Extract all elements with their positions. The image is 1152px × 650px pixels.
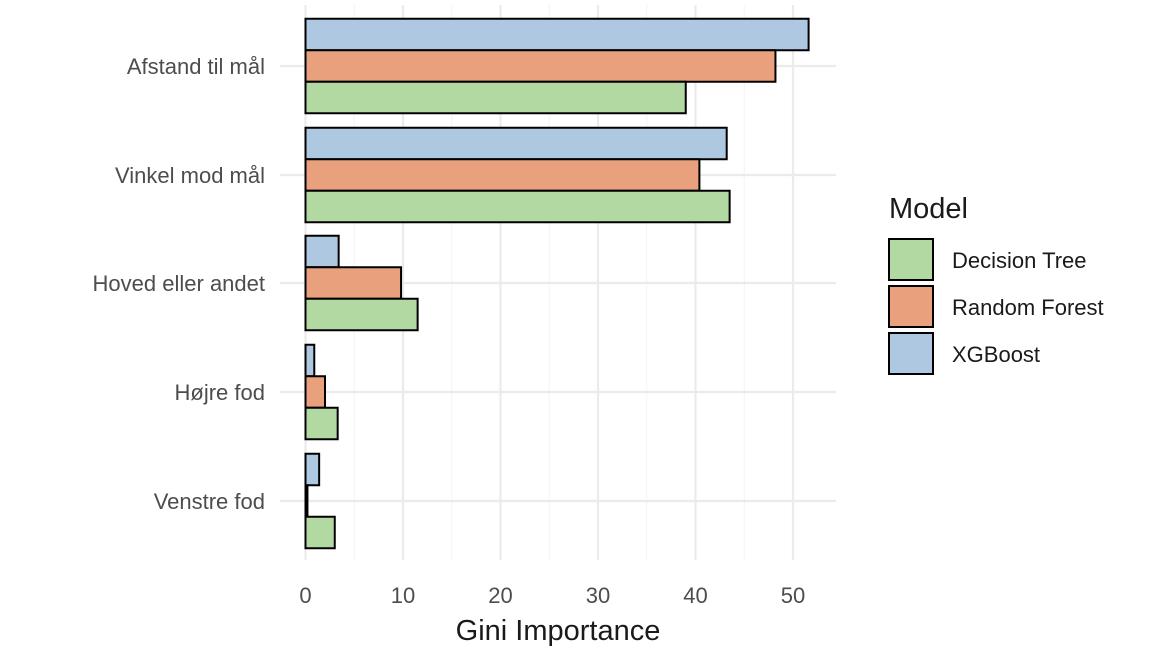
x-tick-label: 0 bbox=[299, 583, 311, 608]
bar-decision-tree bbox=[304, 80, 687, 115]
category-label: Vinkel mod mål bbox=[115, 163, 265, 188]
legend-label: XGBoost bbox=[952, 342, 1040, 367]
legend: Model Decision Tree Random Forest XGBoost bbox=[888, 193, 1104, 375]
bar-decision-tree bbox=[304, 297, 419, 332]
bars bbox=[304, 17, 810, 550]
bar-decision-tree bbox=[304, 189, 731, 224]
category-label: Hoved eller andet bbox=[93, 271, 265, 296]
legend-title: Model bbox=[889, 193, 968, 225]
x-axis-title: Gini Importance bbox=[456, 615, 661, 647]
category-label: Højre fod bbox=[175, 380, 265, 405]
bar-xgboost bbox=[304, 17, 810, 52]
bar-decision-tree bbox=[304, 515, 336, 550]
x-tick-label: 20 bbox=[488, 583, 512, 608]
x-tick-label: 40 bbox=[683, 583, 707, 608]
legend-swatch bbox=[888, 285, 934, 328]
legend-swatch bbox=[888, 238, 934, 281]
bar-random-forest bbox=[304, 158, 701, 192]
bar-random-forest bbox=[304, 49, 777, 83]
x-tick-labels: 0 10 20 30 40 50 bbox=[299, 583, 805, 608]
category-label: Afstand til mål bbox=[127, 54, 265, 79]
legend-label: Random Forest bbox=[952, 295, 1104, 320]
x-tick-label: 10 bbox=[391, 583, 415, 608]
bar-xgboost bbox=[304, 452, 321, 487]
legend-label: Decision Tree bbox=[952, 248, 1087, 273]
bar-xgboost bbox=[304, 126, 728, 161]
legend-swatch bbox=[888, 332, 934, 375]
x-tick-label: 30 bbox=[586, 583, 610, 608]
bar-xgboost bbox=[304, 234, 340, 269]
bar-xgboost bbox=[304, 343, 316, 378]
bar-random-forest bbox=[304, 484, 309, 518]
x-tick-label: 50 bbox=[781, 583, 805, 608]
category-label: Venstre fod bbox=[154, 489, 265, 514]
category-labels: Afstand til mål Vinkel mod mål Hoved eller… bbox=[93, 54, 265, 514]
bar-decision-tree bbox=[304, 406, 339, 441]
bar-random-forest bbox=[304, 375, 326, 409]
bar-random-forest bbox=[304, 266, 403, 300]
